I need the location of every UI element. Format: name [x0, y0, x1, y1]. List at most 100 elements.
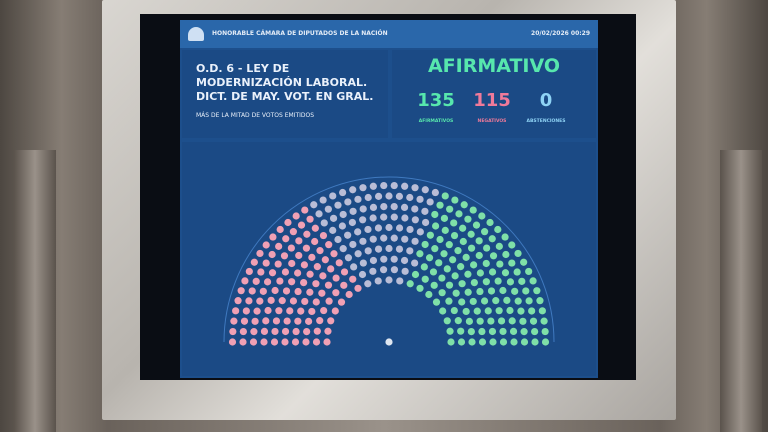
seat-dot [369, 267, 377, 275]
seat-dot [476, 287, 484, 296]
seat-dot [438, 289, 446, 297]
seat-dot [240, 317, 249, 325]
seat-dot [478, 327, 486, 336]
seat-dot [302, 338, 310, 346]
seat-dot [425, 254, 434, 262]
seat-dot [452, 289, 460, 297]
seat-dot [271, 327, 279, 336]
seat-dot [400, 203, 409, 211]
seat-dot [331, 307, 339, 315]
seat-dot [281, 338, 289, 346]
seat-dot [262, 259, 270, 267]
seat-dot [431, 245, 439, 253]
hemicycle [223, 176, 555, 346]
seat-dot [533, 287, 541, 295]
seat-dot [380, 255, 388, 263]
seat-dot [294, 287, 302, 296]
affirmative-count: 135 [417, 90, 455, 111]
seat-dot [499, 327, 507, 336]
seat-dot [329, 192, 337, 200]
seat-dot [364, 247, 372, 255]
seat-dot [237, 287, 245, 295]
seat-dot [435, 259, 443, 267]
seat-dot [416, 228, 424, 236]
seat-dot [531, 338, 539, 346]
seat-dot [385, 244, 393, 253]
seat-dot [300, 278, 308, 287]
seat-dot [369, 256, 378, 265]
seat-dot [369, 235, 377, 243]
seat-dot [287, 244, 295, 252]
seat-dot [396, 277, 404, 285]
seat-dot [332, 289, 340, 297]
seat-dot [483, 244, 491, 252]
seat-dot [359, 184, 367, 192]
seat-dot [349, 240, 357, 249]
seat-dot [369, 182, 377, 190]
seat-dot [395, 192, 404, 200]
seat-dot [531, 327, 539, 336]
seat-dot [529, 277, 537, 285]
seat-dot [462, 307, 470, 316]
seat-dot [467, 244, 476, 252]
seat-dot [315, 210, 323, 218]
seat-dot [422, 218, 430, 227]
seat-dot [260, 327, 269, 335]
abstention-label: ABSTENCIONES [526, 119, 566, 124]
seat-dot [499, 286, 507, 295]
seat-dot [541, 327, 549, 336]
seat-dot [284, 218, 292, 227]
seat-dot [411, 184, 419, 192]
seat-dot [514, 297, 522, 305]
seat-dot [251, 317, 259, 325]
seat-dot [320, 219, 328, 227]
seat-dot [318, 289, 326, 297]
seat-dot [335, 259, 343, 267]
seat-dot [406, 247, 414, 255]
seat-dot [431, 188, 439, 197]
seat-dot [257, 268, 265, 276]
seat-dot [517, 307, 525, 315]
seat-dot [476, 317, 484, 325]
seat-dot [416, 250, 424, 258]
seat-dot [250, 328, 258, 336]
seat-dot [327, 317, 335, 325]
seat-dot [421, 186, 429, 194]
seat-dot [501, 233, 509, 241]
seat-dot [536, 297, 544, 305]
seat-dot [432, 222, 440, 230]
seat-dot [380, 213, 388, 221]
seat-dot [308, 307, 316, 316]
seat-dot [445, 241, 453, 249]
seat-dot [295, 237, 303, 245]
seat-dot [297, 221, 306, 229]
seat-dot [502, 250, 510, 259]
seat-dot [459, 224, 467, 232]
seat-dot [506, 306, 514, 315]
seat-dot [354, 195, 362, 203]
seat-dot [349, 186, 357, 194]
column [720, 150, 762, 432]
seat-dot [529, 317, 538, 325]
seat-dot [436, 235, 444, 244]
seat-dot [411, 259, 419, 267]
majority-rule: MÁS DE LA MITAD DE VOTOS EMITIDOS [196, 112, 315, 119]
seat-dot [472, 221, 481, 229]
seat-dot [380, 234, 388, 242]
seat-dot [374, 192, 383, 200]
seat-dot [364, 280, 372, 288]
seat-dot [451, 272, 459, 280]
seat-dot [390, 202, 398, 211]
seat-dot [540, 317, 548, 325]
seat-dot [520, 328, 528, 336]
seat-dot [469, 206, 477, 214]
seat-dot [280, 252, 289, 260]
seat-dot [520, 258, 528, 266]
seat-dot [291, 338, 300, 346]
seat-dot [312, 298, 320, 306]
seat-dot [359, 205, 367, 213]
seat-dot [272, 317, 281, 325]
seat-dot [421, 275, 429, 283]
hemicycle-panel [182, 142, 596, 376]
seat-dot [278, 297, 286, 305]
